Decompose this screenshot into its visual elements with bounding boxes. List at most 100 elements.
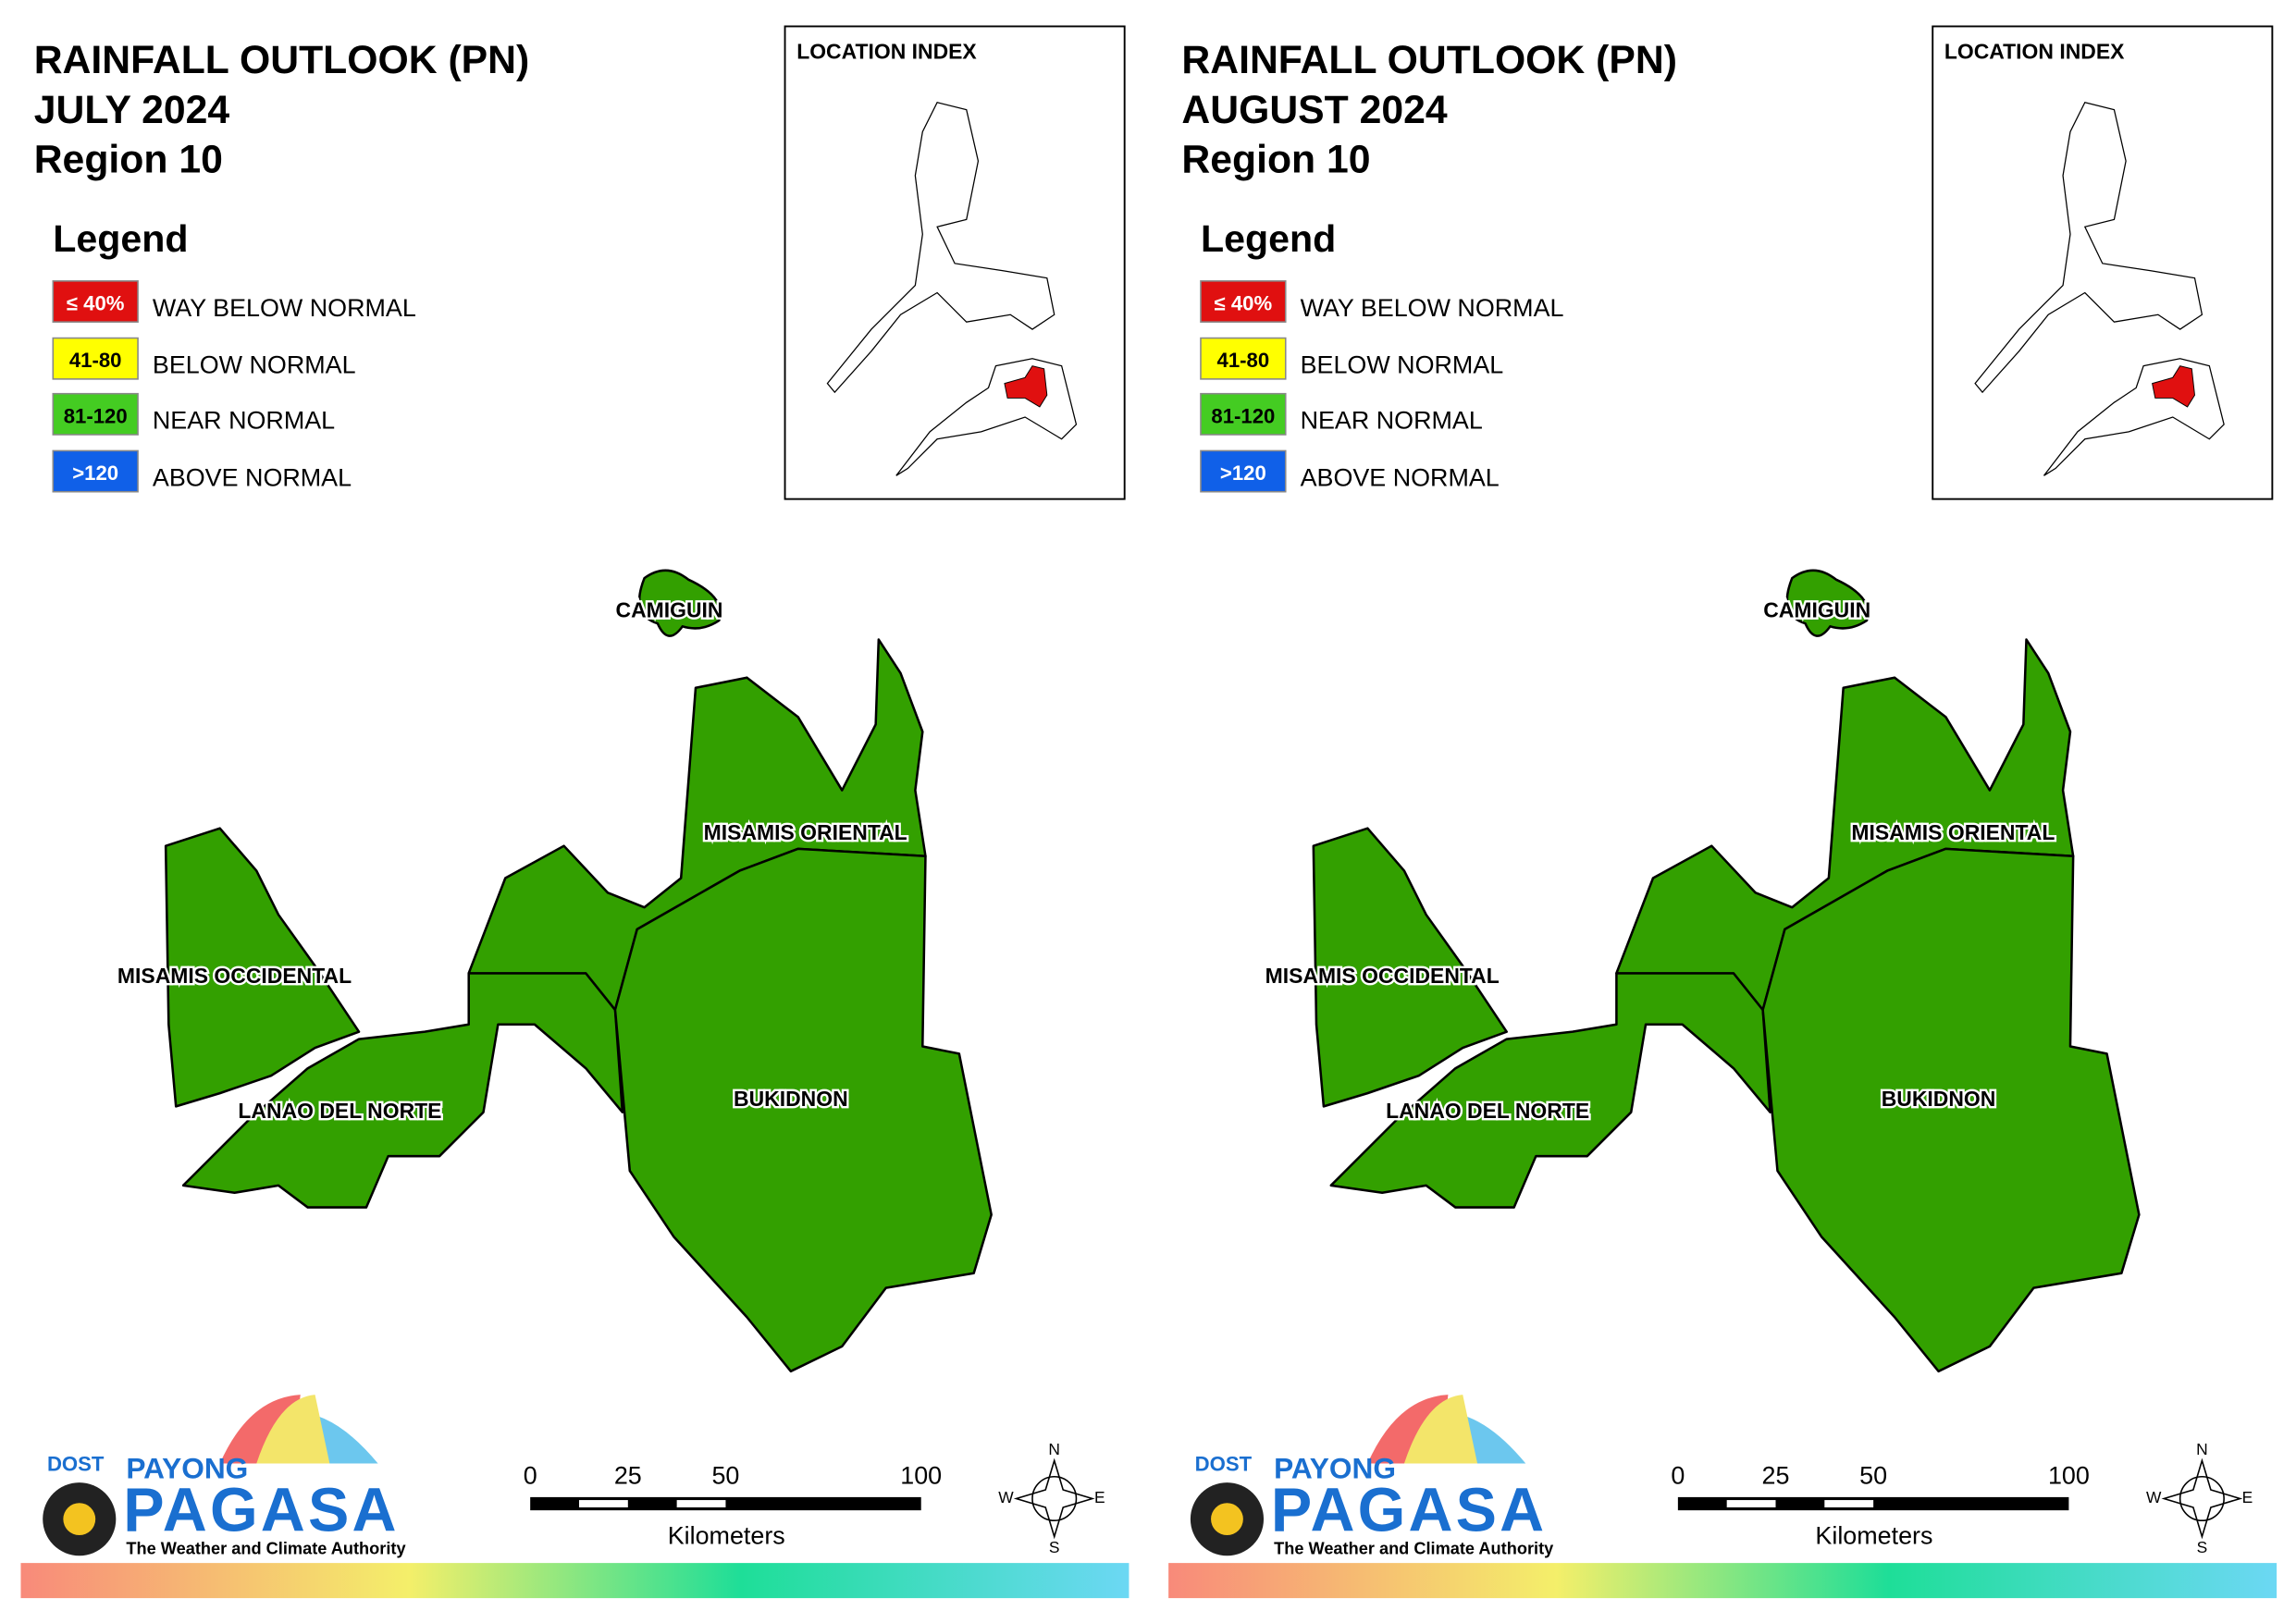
logo-text: PAYONG (126, 1451, 248, 1484)
legend-label: ABOVE NORMAL (153, 463, 352, 491)
footer-band (20, 1563, 1129, 1599)
province (1329, 972, 1771, 1209)
compass-rose (1013, 1457, 1095, 1540)
legend-label: BELOW NORMAL (1301, 351, 1504, 379)
philippines-outline (1974, 102, 2225, 476)
legend-code: ≤ 40% (67, 291, 125, 314)
logo-text: DOST (1195, 1452, 1253, 1475)
legend-swatch (1200, 392, 1287, 436)
legend-code: >120 (72, 461, 118, 485)
legend-code: 81-120 (1211, 404, 1275, 427)
logo-text: The Weather and Climate Authority (1274, 1540, 1554, 1558)
province (613, 847, 993, 1373)
legend-swatch (52, 280, 139, 323)
legend-code: 41-80 (69, 349, 122, 372)
legend-label: WAY BELOW NORMAL (153, 294, 416, 322)
scale-unit: Kilometers (668, 1522, 785, 1550)
province (1785, 569, 1870, 637)
province-label: BUKIDNON (734, 1087, 848, 1111)
location-index-title: LOCATION INDEX (796, 39, 977, 63)
philippines-outline (826, 102, 1078, 476)
logo-umbrella (256, 1395, 330, 1464)
map-title: JULY 2024 (34, 88, 230, 132)
legend-swatch (1200, 337, 1287, 380)
scale-tick-label: 0 (524, 1462, 537, 1490)
location-index-frame (1932, 25, 2274, 500)
province-label: LANAO DEL NORTE (1386, 1099, 1589, 1123)
region-highlight (2152, 365, 2195, 408)
map-title: RAINFALL OUTLOOK (PN) (34, 38, 530, 82)
province-label: CAMIGUIN (616, 598, 723, 622)
region-highlight (1004, 365, 1048, 408)
compass-letter: S (1049, 1538, 1060, 1556)
logo-emblem (63, 1503, 96, 1536)
compass-letter: W (998, 1488, 1014, 1506)
logo-text: PAGASA (1271, 1476, 1547, 1544)
province (1312, 827, 1508, 1108)
map-title: AUGUST 2024 (1181, 88, 1448, 132)
scale-unit: Kilometers (1815, 1522, 1932, 1550)
scale-tick-label: 100 (900, 1462, 942, 1490)
province-label: MISAMIS ORIENTAL (704, 820, 907, 844)
scale-bar-segment (1824, 1500, 1874, 1507)
compass-rose (2161, 1457, 2243, 1540)
scale-tick-label: 50 (711, 1462, 739, 1490)
compass-letter: N (1048, 1440, 1060, 1458)
logo-text: PAYONG (1274, 1451, 1396, 1484)
map-title: RAINFALL OUTLOOK (PN) (1181, 38, 1677, 82)
compass-letter: E (1094, 1488, 1105, 1506)
province-label: CAMIGUIN (1763, 598, 1870, 622)
province-label: MISAMIS ORIENTAL (1851, 820, 2055, 844)
province-label: LANAO DEL NORTE (238, 1099, 441, 1123)
scale-tick-label: 25 (1762, 1462, 1790, 1490)
legend-swatch (1200, 449, 1287, 493)
legend-label: WAY BELOW NORMAL (1301, 294, 1564, 322)
logo-text: PAGASA (123, 1476, 399, 1544)
compass-letter: S (2197, 1538, 2208, 1556)
map-panel: RAINFALL OUTLOOK (PN) JULY 2024 Region 10 L… (20, 25, 1129, 1599)
legend-code: 81-120 (64, 404, 128, 427)
compass-letter: W (2146, 1488, 2162, 1506)
scale-bar-segment (1726, 1500, 1776, 1507)
legend-swatch (52, 337, 139, 380)
legend-swatch (1200, 280, 1287, 323)
province (637, 569, 722, 637)
map-panel: RAINFALL OUTLOOK (PN) AUGUST 2024 Region 1… (1168, 25, 2277, 1599)
compass-letter: N (2196, 1440, 2208, 1458)
legend-title: Legend (53, 217, 188, 260)
scale-bar-segment (578, 1500, 628, 1507)
legend-label: BELOW NORMAL (153, 351, 356, 379)
scale-tick-label: 25 (614, 1462, 642, 1490)
legend-label: ABOVE NORMAL (1301, 463, 1500, 491)
legend-code: >120 (1220, 461, 1266, 485)
map-title: Region 10 (34, 138, 223, 182)
compass-ring (2179, 1475, 2225, 1522)
scale-tick-label: 100 (2048, 1462, 2090, 1490)
legend-label: NEAR NORMAL (1301, 407, 1483, 435)
province-label: BUKIDNON (1882, 1087, 1996, 1111)
compass-ring (1031, 1475, 1078, 1522)
legend-swatch (52, 449, 139, 493)
logo-text: The Weather and Climate Authority (126, 1540, 406, 1558)
legend-code: 41-80 (1217, 349, 1270, 372)
location-index-title: LOCATION INDEX (1944, 39, 2125, 63)
province-label: MISAMIS OCCIDENTAL (117, 964, 352, 988)
province-label: MISAMIS OCCIDENTAL (1265, 964, 1500, 988)
province (1761, 847, 2141, 1373)
legend-label: NEAR NORMAL (153, 407, 335, 435)
logo-umbrella (1403, 1395, 1478, 1464)
logo-emblem (1211, 1503, 1243, 1536)
scale-tick-label: 50 (1859, 1462, 1887, 1490)
logo-text: DOST (47, 1452, 105, 1475)
scale-bar-segment (676, 1500, 726, 1507)
map-title: Region 10 (1181, 138, 1370, 182)
legend-code: ≤ 40% (1215, 291, 1273, 314)
legend-swatch (52, 392, 139, 436)
legend-title: Legend (1201, 217, 1336, 260)
compass-letter: E (2242, 1488, 2253, 1506)
scale-tick-label: 0 (1671, 1462, 1685, 1490)
province (164, 827, 361, 1108)
province (181, 972, 624, 1209)
footer-band (1168, 1563, 2277, 1599)
